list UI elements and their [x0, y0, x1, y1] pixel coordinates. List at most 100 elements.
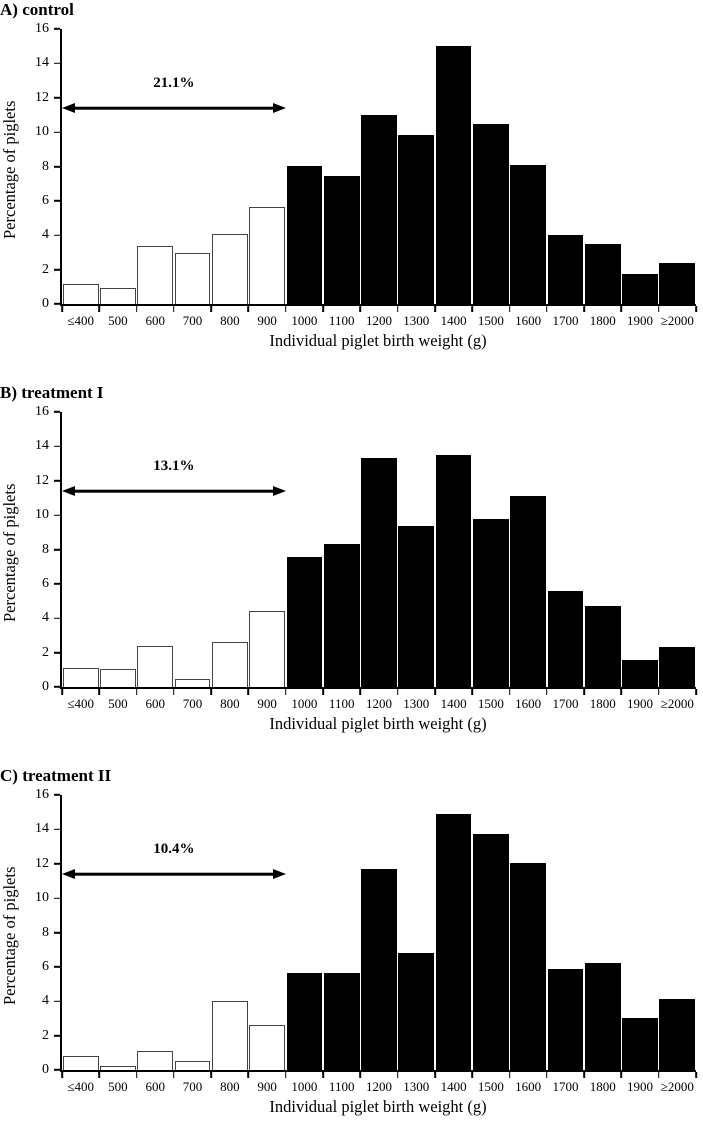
x-tick-mark — [359, 1072, 362, 1078]
x-tick-mark — [247, 306, 250, 312]
y-tick-mark — [54, 303, 60, 305]
x-tick-mark — [284, 306, 287, 312]
x-tick-label: 1200 — [365, 313, 392, 328]
x-tick-label: 1200 — [365, 696, 392, 711]
y-tick-label: 8 — [42, 924, 49, 940]
x-tick-label: 800 — [220, 696, 240, 711]
x-tick-mark — [620, 689, 623, 695]
y-tick-mark — [54, 1069, 60, 1071]
x-tick-mark — [210, 689, 212, 695]
x-tick-label: 1400 — [440, 696, 467, 711]
y-tick-label: 8 — [42, 541, 49, 557]
x-tick-mark — [247, 689, 250, 695]
y-tick-label: 4 — [42, 610, 49, 626]
x-tick-label: 900 — [257, 1079, 277, 1094]
bar-1700 — [547, 590, 584, 687]
y-tick-label: 2 — [42, 1027, 49, 1043]
x-tick-mark — [657, 306, 660, 312]
x-tick-label: ≤400 — [67, 313, 94, 328]
x-tick-mark — [508, 1072, 511, 1078]
arrow-line — [71, 872, 277, 876]
x-tick-label: 1500 — [477, 696, 504, 711]
x-tick-label: 700 — [182, 696, 203, 711]
x-tick-mark — [471, 306, 474, 312]
y-tick-mark — [54, 411, 60, 413]
y-tick-label: 8 — [42, 158, 49, 174]
y-tick-label: 10 — [35, 890, 49, 906]
bar-1800 — [584, 962, 621, 1070]
x-tick-mark — [61, 1072, 63, 1078]
x-tick-label: 1300 — [403, 313, 430, 328]
x-tick-label: 700 — [182, 1079, 203, 1094]
x-tick-label: 900 — [257, 696, 277, 711]
bar-500 — [100, 668, 136, 687]
x-tick-mark — [210, 306, 212, 312]
x-tick-mark — [396, 306, 399, 312]
x-tick-mark — [546, 1072, 548, 1078]
annotation-percentage: 13.1% — [153, 457, 195, 474]
panel-treatment-1: B) treatment I Percentage of piglets 0 2 4… — [0, 383, 703, 738]
bar-1500 — [472, 518, 509, 687]
x-tick-mark — [396, 1072, 399, 1078]
x-tick-mark — [471, 1072, 474, 1078]
x-tick-label: 1800 — [589, 1079, 616, 1094]
x-tick-label: 1900 — [627, 313, 654, 328]
x-axis-title: Individual piglet birth weight (g) — [269, 331, 487, 350]
bar-700 — [174, 679, 211, 687]
x-tick-mark — [583, 1072, 585, 1078]
bar-1300 — [398, 953, 435, 1070]
x-tick-label: 1000 — [291, 313, 318, 328]
y-tick-mark — [54, 268, 60, 271]
panel-title: A) control — [0, 0, 74, 19]
y-tick-mark — [54, 862, 60, 865]
y-tick-label: 2 — [42, 261, 49, 277]
x-tick-label: 600 — [145, 313, 165, 328]
x-tick-mark — [322, 306, 324, 312]
y-tick-label: 10 — [35, 124, 49, 140]
bar-1400 — [435, 46, 472, 304]
y-axis-title: Percentage of piglets — [0, 100, 19, 239]
bar-400 — [62, 284, 99, 304]
x-tick-label: 1100 — [328, 1079, 355, 1094]
bar-900 — [249, 206, 285, 304]
x-tick-label: 1600 — [515, 313, 542, 328]
x-axis-title: Individual piglet birth weight (g) — [269, 1097, 487, 1116]
x-tick-mark — [657, 1072, 660, 1078]
bar-1300 — [398, 134, 435, 304]
bar-1000 — [286, 165, 323, 304]
y-tick-label: 2 — [42, 644, 49, 660]
y-axis-title: Percentage of piglets — [0, 483, 19, 622]
x-tick-label: 600 — [145, 696, 165, 711]
x-tick-label: 1800 — [589, 313, 616, 328]
y-tick-mark — [54, 165, 60, 168]
panel-treatment-2: C) treatment II Percentage of piglets 0 2… — [0, 766, 703, 1121]
bar-2000 — [659, 647, 696, 687]
x-tick-label: 800 — [220, 313, 240, 328]
bar-1600 — [510, 496, 547, 687]
bar-1900 — [622, 273, 658, 304]
x-tick-mark — [695, 306, 697, 312]
x-tick-label: 1500 — [477, 313, 504, 328]
x-tick-mark — [620, 1072, 623, 1078]
bar-1900 — [622, 1018, 658, 1070]
bar-500 — [100, 1065, 136, 1070]
bar-900 — [249, 1025, 285, 1070]
bar-1400 — [435, 454, 472, 687]
bar-800 — [211, 642, 248, 687]
arrowhead-right-icon — [272, 869, 286, 880]
low-birth-weight-range-arrow — [62, 102, 286, 114]
x-tick-label: 1900 — [627, 1079, 654, 1094]
bar-1200 — [361, 868, 397, 1070]
y-tick-label: 0 — [42, 679, 49, 694]
y-tick-mark — [54, 828, 60, 831]
x-tick-label: 700 — [182, 313, 203, 328]
x-tick-mark — [284, 1072, 287, 1078]
y-tick-mark — [54, 62, 60, 65]
x-tick-mark — [620, 306, 623, 312]
x-tick-mark — [135, 689, 138, 695]
x-tick-label: 1200 — [365, 1079, 392, 1094]
arrowhead-left-icon — [62, 486, 75, 497]
bar-600 — [137, 245, 174, 304]
bar-600 — [137, 645, 174, 687]
y-tick-mark — [54, 200, 60, 202]
